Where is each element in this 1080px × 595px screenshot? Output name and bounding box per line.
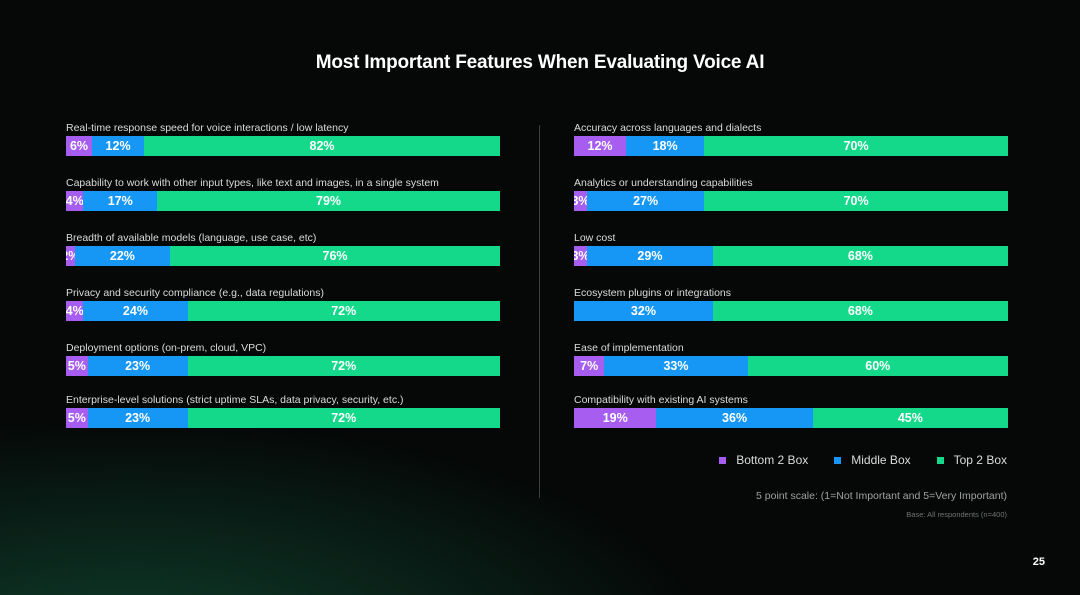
stacked-bar: 6% 12% 82% [66, 136, 500, 156]
bar-segment-top: 72% [187, 356, 500, 376]
legend-swatch-middle [834, 456, 842, 464]
bar-segment-top: 60% [747, 356, 1008, 376]
bar-segment-middle: 32% [574, 301, 713, 321]
column-divider [539, 125, 540, 498]
base-note: Base: All respondents (n=400) [906, 510, 1007, 519]
bar-segment-bottom: 5% [66, 356, 88, 376]
bar-label: Enterprise-level solutions (strict uptim… [66, 394, 404, 406]
stacked-bar: 12% 18% 70% [574, 136, 1008, 156]
chart-title: Most Important Features When Evaluating … [315, 52, 765, 73]
bar-label: Deployment options (on-prem, cloud, VPC) [66, 342, 267, 354]
bar-segment-middle: 17% [83, 191, 158, 211]
stacked-bar: 7% 33% 60% [574, 356, 1008, 376]
scale-note: 5 point scale: (1=Not Important and 5=Ve… [756, 490, 1007, 502]
bar-segment-middle: 36% [656, 408, 813, 428]
legend-item-middle: Middle Box [834, 453, 911, 467]
bar-segment-top: 76% [170, 246, 500, 266]
bar-segment-top: 70% [704, 191, 1008, 211]
bar-segment-bottom: 4% [66, 301, 84, 321]
legend: Bottom 2 Box Middle Box Top 2 Box [719, 453, 1007, 467]
bar-segment-top: 79% [157, 191, 500, 211]
bar-label: Accuracy across languages and dialects [574, 122, 762, 134]
legend-label-top: Top 2 Box [953, 453, 1007, 467]
stacked-bar: 3%27%70% [574, 191, 1008, 211]
bar-label: Compatibility with existing AI systems [574, 394, 748, 406]
legend-item-top: Top 2 Box [936, 453, 1007, 467]
bar-segment-top: 82% [144, 136, 500, 156]
stacked-bar: 4% 17% 79% [66, 191, 500, 211]
bar-label: Low cost [574, 232, 616, 244]
stacked-bar: 5% 23% 72% [66, 408, 500, 428]
bar-segment-middle: 23% [87, 356, 188, 376]
bar-segment-top: 68% [712, 246, 1008, 266]
legend-label-middle: Middle Box [851, 453, 911, 467]
bar-label: Real-time response speed for voice inter… [66, 122, 349, 134]
page-number: 25 [1032, 556, 1045, 568]
bar-segment-bottom: 2% [66, 246, 75, 266]
bar-segment-middle: 18% [626, 136, 705, 156]
legend-label-bottom: Bottom 2 Box [736, 453, 809, 467]
bar-label: Analytics or understanding capabilities [574, 177, 753, 189]
bar-segment-bottom: 3% [574, 191, 588, 211]
bar-segment-top: 70% [704, 136, 1008, 156]
bar-segment-middle: 27% [587, 191, 705, 211]
stacked-bar: 32% 68% [574, 301, 1008, 321]
stacked-bar: 3%29%68% [574, 246, 1008, 266]
bar-label: Privacy and security compliance (e.g., d… [66, 287, 324, 299]
bar-segment-bottom: 3% [574, 246, 588, 266]
bar-label: Ease of implementation [574, 342, 684, 354]
bar-segment-bottom: 19% [574, 408, 657, 428]
bar-segment-top: 72% [187, 408, 500, 428]
stacked-bar: 2%22%76% [66, 246, 500, 266]
bar-label: Capability to work with other input type… [66, 177, 439, 189]
bar-segment-bottom: 7% [574, 356, 605, 376]
bar-segment-top: 72% [187, 301, 500, 321]
legend-swatch-bottom [719, 456, 727, 464]
bar-segment-bottom: 5% [66, 408, 88, 428]
bar-segment-middle: 29% [587, 246, 713, 266]
bar-segment-middle: 23% [87, 408, 188, 428]
legend-swatch-top [936, 456, 944, 464]
bar-label: Breadth of available models (language, u… [66, 232, 317, 244]
bar-segment-middle: 24% [83, 301, 188, 321]
bar-segment-middle: 22% [74, 246, 171, 266]
stacked-bar: 4% 24% 72% [66, 301, 500, 321]
bar-segment-top: 45% [812, 408, 1008, 428]
bar-label: Ecosystem plugins or integrations [574, 287, 731, 299]
bar-segment-bottom: 6% [66, 136, 93, 156]
bar-segment-middle: 12% [92, 136, 145, 156]
stacked-bar: 5% 23% 72% [66, 356, 500, 376]
stacked-bar: 19% 36% 45% [574, 408, 1008, 428]
bar-segment-bottom: 4% [66, 191, 84, 211]
bar-segment-top: 68% [712, 301, 1008, 321]
bar-segment-bottom: 12% [574, 136, 627, 156]
legend-item-bottom: Bottom 2 Box [719, 453, 808, 467]
bar-segment-middle: 33% [604, 356, 748, 376]
